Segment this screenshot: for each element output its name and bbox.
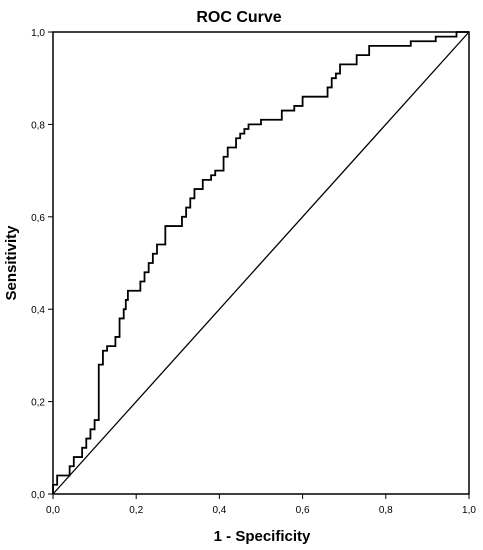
- x-tick-label: 0,6: [296, 505, 310, 516]
- y-tick-label: 1,0: [31, 28, 45, 39]
- y-axis-ticks: 0,0 0,2 0,4 0,6 0,8 1,0: [31, 28, 53, 501]
- y-tick-label: 0,2: [31, 398, 45, 409]
- x-tick-label: 0,2: [129, 505, 143, 516]
- y-tick-label: 0,6: [31, 213, 45, 224]
- y-tick-label: 0,8: [31, 120, 45, 131]
- x-axis-ticks: 0,0 0,2 0,4 0,6 0,8 1,0: [46, 494, 476, 516]
- roc-curve-line: [52, 31, 469, 494]
- x-tick-label: 0,8: [379, 505, 393, 516]
- chart-title: ROC Curve: [196, 9, 281, 26]
- x-tick-label: 1,0: [462, 505, 476, 516]
- y-tick-label: 0,0: [31, 490, 45, 501]
- y-axis-label: Sensitivity: [3, 225, 20, 301]
- y-tick-label: 0,4: [31, 305, 45, 316]
- x-tick-label: 0,0: [46, 505, 60, 516]
- x-axis-label: 1 - Specificity: [214, 528, 311, 545]
- reference-diagonal-line: [52, 31, 470, 495]
- x-tick-label: 0,4: [212, 505, 226, 516]
- plot-area: [52, 31, 470, 495]
